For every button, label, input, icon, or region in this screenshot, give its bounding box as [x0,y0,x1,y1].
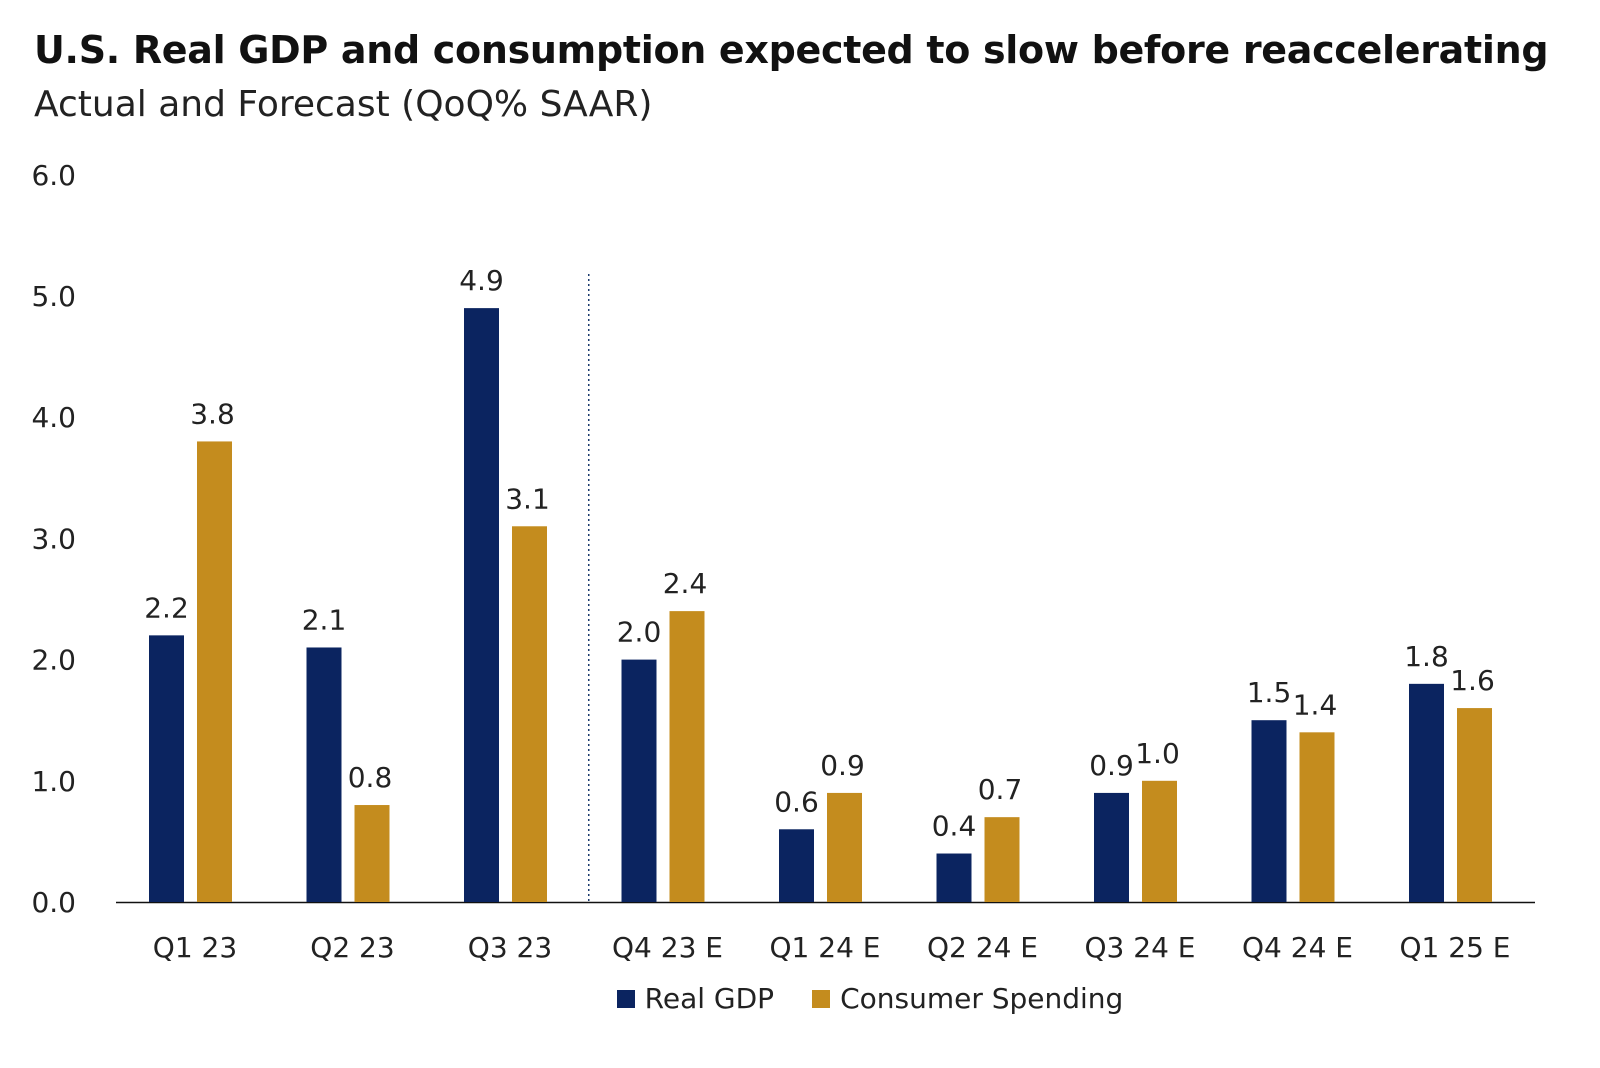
data-label-real-gdp: 0.6 [774,785,819,818]
x-category-label: Q3 23 [468,931,552,964]
bar-consumer-spending [984,817,1020,902]
bar-real-gdp [1251,720,1287,902]
data-label-consumer-spending: 1.0 [1135,737,1180,770]
bar-consumer-spending [512,526,547,902]
legend-item-real-gdp: Real GDP [616,982,775,1015]
data-label-real-gdp: 2.2 [144,591,189,624]
data-label-real-gdp: 0.9 [1089,749,1134,782]
bar-real-gdp [621,659,657,902]
data-label-real-gdp: 2.1 [302,603,347,636]
bar-real-gdp [464,308,499,902]
chart-subtitle: Actual and Forecast (QoQ% SAAR) [34,84,653,125]
legend-item-consumer-spending: Consumer Spending [812,982,1123,1015]
bar-consumer-spending [1457,708,1492,902]
data-label-real-gdp: 2.0 [617,616,662,649]
bar-real-gdp [1094,792,1129,902]
data-label-consumer-spending: 0.7 [978,773,1023,806]
bar-consumer-spending [1299,732,1335,902]
bar-real-gdp [936,853,972,902]
y-tick-label: 3.0 [31,522,76,555]
bar-real-gdp [1409,683,1444,902]
data-label-real-gdp: 4.9 [459,264,504,297]
legend: Real GDP Consumer Spending [0,982,1600,1015]
data-label-consumer-spending: 3.1 [505,482,550,515]
data-label-real-gdp: 0.4 [932,810,977,843]
bar-real-gdp [149,635,184,902]
legend-label-consumer-spending: Consumer Spending [840,982,1124,1015]
data-label-consumer-spending: 1.4 [1293,688,1338,721]
data-label-consumer-spending: 0.8 [348,761,393,794]
data-label-consumer-spending: 3.8 [190,397,235,430]
data-label-real-gdp: 1.5 [1247,676,1292,709]
x-category-label: Q3 24 E [1085,931,1196,964]
x-category-label: Q1 25 E [1400,931,1511,964]
y-tick-label: 5.0 [31,280,76,313]
y-tick-label: 0.0 [31,886,76,919]
x-category-label: Q4 23 E [612,931,723,964]
bar-consumer-spending [827,792,862,902]
x-category-label: Q2 23 [310,931,394,964]
bar-consumer-spending [197,441,232,902]
y-tick-label: 2.0 [31,644,76,677]
x-category-label: Q4 24 E [1242,931,1353,964]
data-label-consumer-spending: 0.9 [820,749,865,782]
bar-consumer-spending [1142,780,1177,902]
legend-swatch-real-gdp [616,989,635,1008]
x-category-label: Q1 23 [153,931,237,964]
bar-consumer-spending [669,611,705,902]
y-tick-label: 6.0 [31,159,76,192]
data-label-real-gdp: 1.8 [1404,640,1449,673]
bar-real-gdp [779,829,814,902]
x-category-label: Q2 24 E [927,931,1038,964]
data-label-consumer-spending: 1.6 [1450,664,1495,697]
data-label-consumer-spending: 2.4 [663,567,708,600]
bar-real-gdp [306,647,342,902]
bar-consumer-spending [354,805,390,902]
chart-title: U.S. Real GDP and consumption expected t… [34,28,1549,72]
legend-label-real-gdp: Real GDP [644,982,775,1015]
y-tick-label: 1.0 [31,765,76,798]
x-category-label: Q1 24 E [770,931,881,964]
y-tick-label: 4.0 [31,401,76,434]
legend-swatch-consumer-spending [812,989,831,1008]
